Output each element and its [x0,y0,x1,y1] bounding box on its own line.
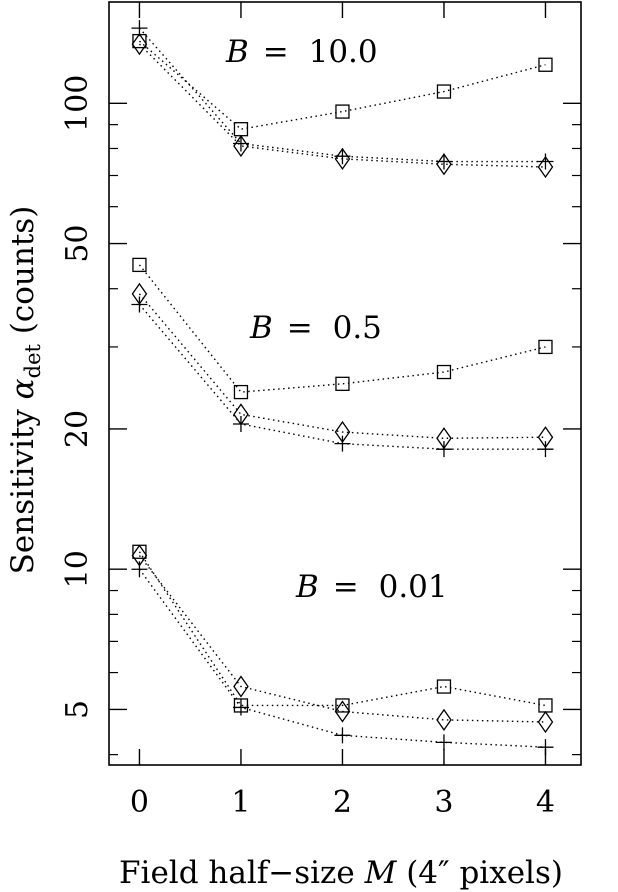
square-marker [538,339,553,355]
plus-marker [435,734,452,751]
x-axis-label-unit: (4″ pixels) [396,855,563,891]
group-label: B = 0.01 [295,569,448,605]
square-marker [335,376,350,391]
tick-labels: 0 1 2 3 4 5 10 20 50 100 [60,75,555,820]
x-tick-label: 3 [434,785,453,820]
diamond-marker [436,708,452,731]
y-tick-label: 50 [60,224,95,262]
square-marker [436,84,452,99]
y-axis-label-subscript: det [21,344,45,379]
square-marker [233,384,249,400]
square-marker [335,698,350,713]
plus-marker [131,296,148,313]
group-label-value: = 10.0 [263,34,378,70]
square-marker [436,364,452,380]
series-line-square [138,551,546,707]
plus-marker [435,441,452,458]
x-tick-label: 1 [231,785,250,820]
plus-marker [537,441,554,458]
plus-marker [334,148,351,165]
y-axis-label: Sensitivity αdet (counts) [5,206,45,575]
diamond-marker [334,700,351,723]
group-labels: B = 10.0 B = 0.5 B = 0.01 [225,34,448,605]
diamond-marker [233,134,249,158]
y-tick-label: 5 [60,700,95,719]
y-axis-label-text: Sensitivity [5,399,41,574]
plus-marker [131,561,148,578]
y-axis-label-symbol: α [5,378,41,399]
plus-marker [334,435,351,452]
y-tick-label: 10 [60,550,95,588]
plus-marker [334,727,351,744]
square-marker [132,257,147,273]
diamond-marker [233,675,249,698]
y-axis-label-unit: (counts) [5,206,41,344]
plus-marker [232,699,249,716]
square-marker [538,57,553,72]
group-label: B = 10.0 [225,34,378,70]
group-label-value: = 0.01 [333,569,448,605]
y-tick-label: 20 [60,410,95,448]
series-markers [131,20,554,756]
plus-marker [537,739,554,756]
group-label-variable: B [249,310,273,346]
group-label-variable: B [295,569,319,605]
x-tick-label: 2 [333,785,352,820]
square-marker [436,679,452,694]
group-label-value: = 0.5 [287,310,382,346]
square-marker [335,104,350,119]
group-label: B = 0.5 [249,310,382,346]
diamond-marker [131,32,148,56]
diamond-marker [537,710,554,734]
series-line-diamond [138,293,546,439]
plus-marker [232,135,249,152]
plus-marker [232,415,249,432]
plus-marker [537,153,554,170]
x-axis-label: Field half−size M (4″ pixels) [119,855,563,891]
plus-marker [435,153,452,170]
plot-frame [108,1,582,766]
x-axis-label-symbol: M [364,855,398,891]
plus-marker [131,20,148,37]
square-marker [233,122,249,137]
group-label-variable: B [225,34,249,70]
y-tick-label: 100 [60,75,95,132]
x-tick-label: 0 [130,785,149,820]
square-marker [538,698,553,713]
diamond-marker [334,147,351,170]
series-line-square [138,40,546,130]
x-tick-label: 4 [536,785,555,820]
series-lines [138,27,546,748]
x-axis-label-text: Field half−size [119,855,365,891]
diamond-marker [537,155,554,179]
axis-ticks [109,2,581,765]
